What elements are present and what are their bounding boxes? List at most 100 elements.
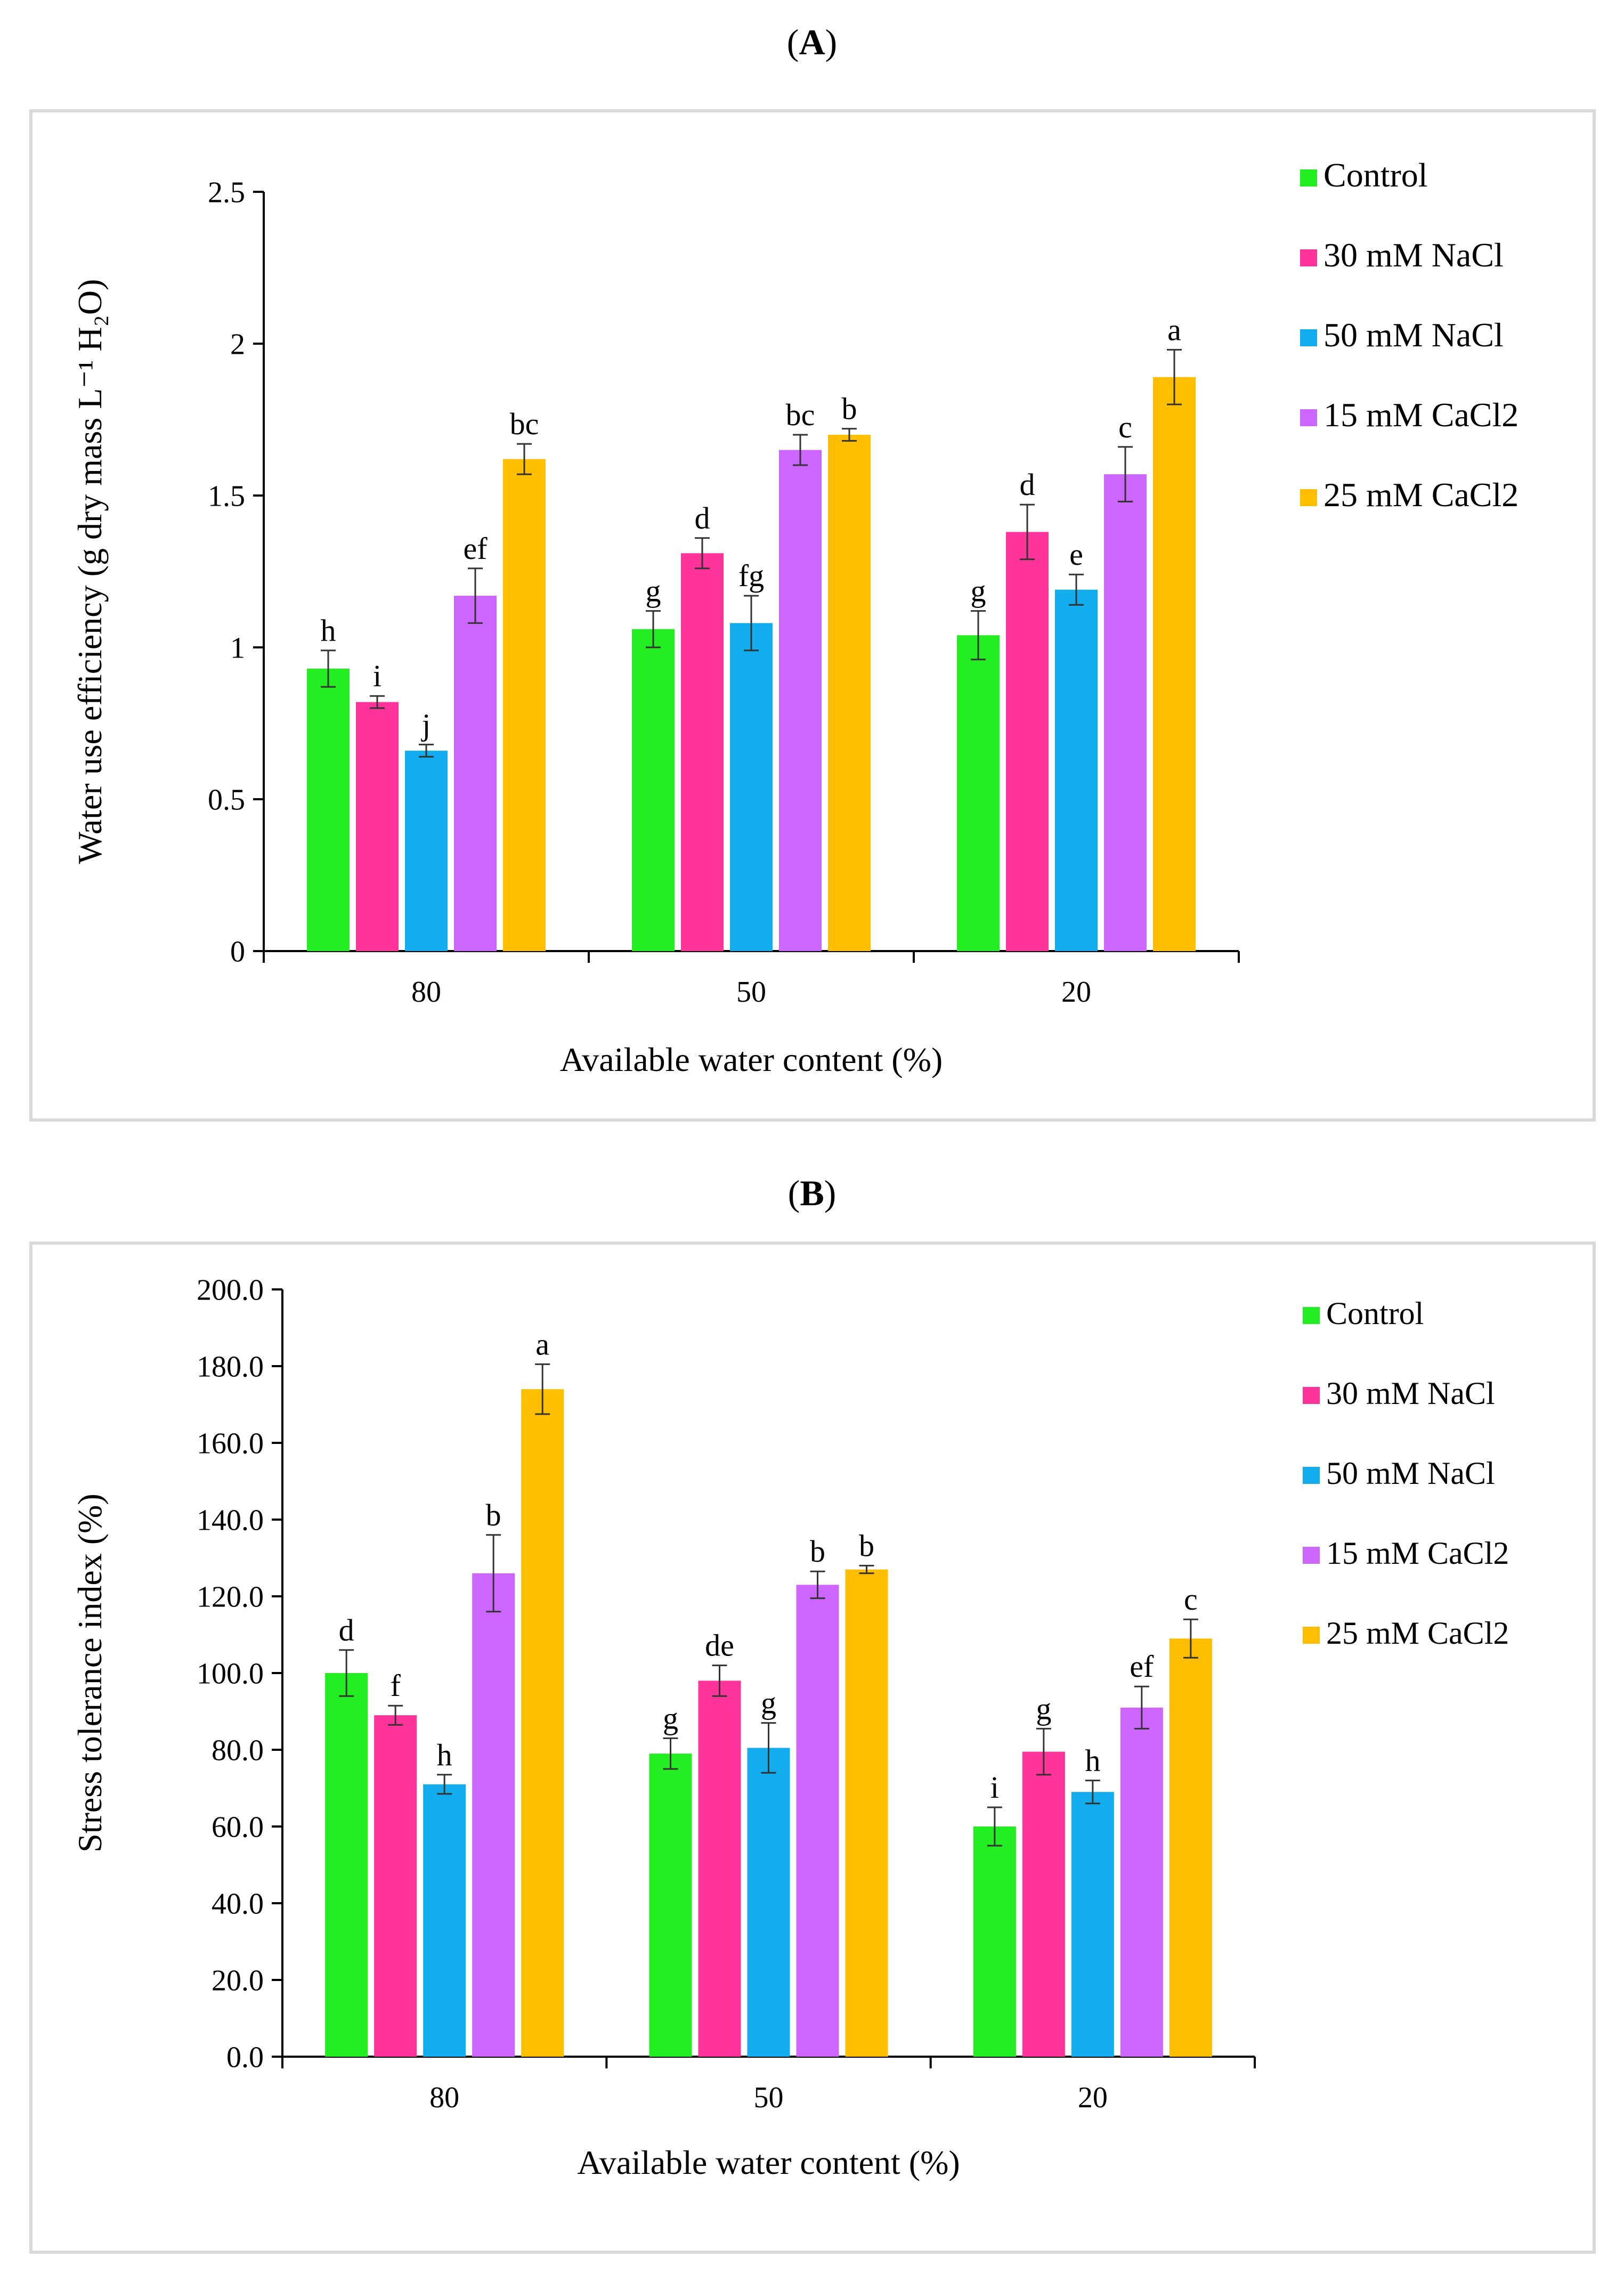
panel-a-title: (A)	[786, 22, 838, 62]
panel-a-y-tick-label: 1.5	[208, 480, 245, 513]
panel-b-bar	[649, 1754, 692, 2057]
panel-b-bar	[521, 1389, 564, 2057]
panel-a-legend-swatch	[1300, 249, 1317, 266]
panel-b-significance-letter: b	[486, 1498, 501, 1532]
panel-b-y-tick-label: 80.0	[212, 1734, 264, 1767]
panel-b-x-tick-label: 50	[754, 2081, 784, 2114]
panel-a-bar	[681, 553, 724, 951]
panel-b-bar	[1169, 1638, 1212, 2057]
panel-a-bar	[307, 668, 350, 951]
panel-a-frame	[29, 109, 1596, 1122]
panel-b-legend-swatch	[1303, 1387, 1320, 1404]
panel-b-significance-letter: c	[1184, 1582, 1198, 1617]
panel-a-legend-label: 50 mM NaCl	[1323, 316, 1504, 354]
panel-a-y-tick-label: 0.5	[208, 784, 245, 817]
panel-a-significance-letter: ef	[463, 531, 488, 566]
panel-b-significance-letter: ef	[1130, 1649, 1154, 1684]
panel-a-bar	[1055, 589, 1098, 951]
panel-a-significance-letter: b	[842, 392, 857, 426]
panel-a-significance-letter: h	[321, 613, 336, 648]
panel-b-legend-swatch	[1303, 1307, 1320, 1324]
panel-a-significance-letter: i	[373, 659, 381, 693]
panel-a-x-tick-label: 50	[736, 976, 766, 1009]
panel-a-legend-label: 25 mM CaCl2	[1323, 476, 1519, 514]
panel-b-legend-label: 50 mM NaCl	[1326, 1456, 1495, 1491]
panel-a-significance-letter: fg	[738, 558, 764, 593]
panel-b-significance-letter: h	[437, 1738, 452, 1772]
panel-b-y-tick-label: 180.0	[197, 1351, 264, 1384]
panel-b-significance-letter: h	[1085, 1743, 1100, 1778]
panel-b-bar	[1120, 1707, 1163, 2057]
panel-a-bar	[454, 596, 497, 951]
panel-a-legend-swatch	[1300, 489, 1317, 506]
panel-a-legend-label: 30 mM NaCl	[1323, 236, 1504, 274]
panel-a-legend-label: 15 mM CaCl2	[1323, 396, 1519, 434]
panel-a-significance-letter: j	[421, 707, 431, 742]
panel-b-legend-swatch	[1303, 1547, 1320, 1564]
panel-b-significance-letter: de	[705, 1628, 734, 1663]
panel-b-legend-label: Control	[1326, 1296, 1424, 1331]
panel-a-legend-label: Control	[1323, 156, 1428, 194]
panel-b-x-axis-title: Available water content (%)	[577, 2144, 960, 2181]
panel-a-bar	[632, 629, 675, 951]
panel-b-bar	[747, 1748, 790, 2057]
panel-b-bar	[325, 1673, 368, 2057]
panel-b-legend-label: 15 mM CaCl2	[1326, 1536, 1509, 1571]
panel-b-bar	[374, 1715, 417, 2057]
panel-a-x-tick-label: 80	[411, 976, 441, 1009]
panel-b-significance-letter: a	[535, 1327, 549, 1361]
panel-b-frame	[29, 1241, 1596, 2254]
panel-a-significance-letter: bc	[786, 397, 815, 432]
panel-a-bar	[1153, 377, 1196, 952]
panel-b-significance-letter: b	[810, 1534, 825, 1569]
panel-a-bar	[1006, 532, 1049, 951]
panel-b-bar	[845, 1569, 888, 2057]
panel-a-bar	[828, 435, 871, 951]
panel-a-legend-swatch	[1300, 169, 1317, 186]
panel-a-x-axis-title: Available water content (%)	[560, 1041, 943, 1078]
panel-b-bar	[1071, 1792, 1114, 2057]
panel-b-bar	[796, 1585, 839, 2057]
panel-b-significance-letter: i	[990, 1770, 999, 1805]
panel-b-significance-letter: f	[391, 1668, 401, 1703]
panel-b-significance-letter: g	[1036, 1691, 1051, 1726]
panel-b-bar	[973, 1826, 1016, 2057]
panel-a-legend-swatch	[1300, 329, 1317, 346]
panel-b-title: (B)	[787, 1173, 837, 1213]
panel-b-y-tick-label: 140.0	[197, 1504, 264, 1537]
panel-b-y-tick-label: 100.0	[197, 1658, 264, 1691]
panel-a-significance-letter: g	[646, 574, 661, 608]
panel-b-legend-swatch	[1303, 1627, 1320, 1644]
panel-b-significance-letter: g	[761, 1686, 776, 1720]
panel-b-y-tick-label: 60.0	[212, 1811, 264, 1844]
panel-a-bar	[356, 702, 399, 951]
panel-b-bar	[472, 1573, 515, 2057]
panel-b-legend-label: 30 mM NaCl	[1326, 1376, 1495, 1411]
panel-b-significance-letter: d	[339, 1613, 354, 1647]
panel-b-significance-letter: b	[859, 1528, 874, 1563]
panel-b-y-tick-label: 40.0	[212, 1888, 264, 1921]
panel-b-x-tick-label: 80	[429, 2081, 459, 2114]
panel-a-y-axis-title: Water use efficiency (g dry mass L⁻¹ H₂O…	[71, 279, 109, 864]
panel-b-y-tick-label: 20.0	[212, 1964, 264, 1998]
panel-a-bar	[503, 459, 546, 951]
panel-a-bar	[405, 750, 448, 951]
panel-b-x-tick-label: 20	[1078, 2081, 1108, 2114]
panel-a-bar	[1104, 474, 1147, 951]
panel-a-significance-letter: e	[1069, 537, 1083, 572]
panel-a-bar	[779, 450, 822, 951]
panel-a-significance-letter: d	[695, 501, 710, 535]
panel-a-y-tick-label: 0	[230, 936, 245, 969]
panel-a-x-tick-label: 20	[1061, 976, 1091, 1009]
panel-a-significance-letter: bc	[510, 407, 539, 441]
panel-a-significance-letter: c	[1118, 410, 1132, 444]
panel-a-bar	[730, 623, 773, 951]
panel-a-y-tick-label: 2	[230, 328, 245, 361]
panel-a-y-tick-label: 1	[230, 632, 245, 665]
panel-b-bar	[698, 1681, 741, 2057]
panel-b-y-axis-title: Stress tolerance index (%)	[71, 1493, 109, 1853]
panel-b-y-tick-label: 0.0	[226, 2041, 264, 2074]
panel-b-legend-label: 25 mM CaCl2	[1326, 1616, 1509, 1651]
panel-a-y-tick-label: 2.5	[208, 176, 245, 209]
panel-b-y-tick-label: 120.0	[197, 1581, 264, 1614]
